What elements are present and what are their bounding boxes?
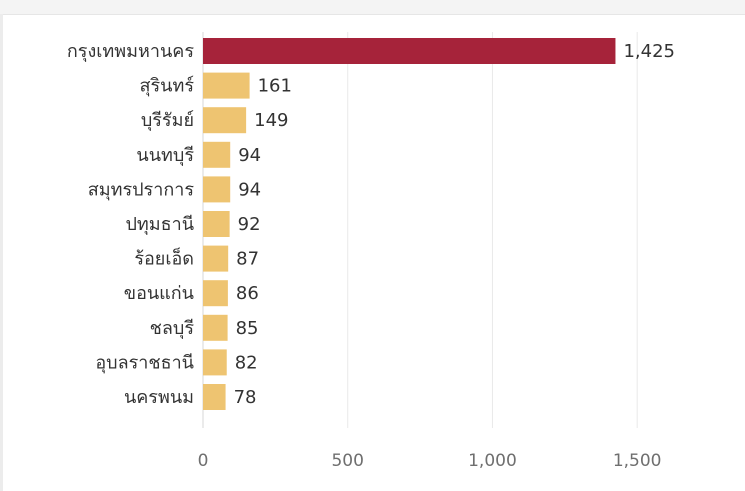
bar-9 [203,349,227,376]
category-label-7: ขอนแก่น [124,283,194,304]
bar-6 [203,245,229,272]
value-label-1: 161 [258,76,292,97]
bar-2 [203,107,247,134]
category-label-4: สมุทรปราการ [88,179,195,200]
value-label-4: 94 [238,179,261,200]
category-label-8: ชลบุรี [150,318,195,339]
category-label-2: บุรีรัมย์ [141,110,194,131]
category-label-3: นนทบุรี [136,145,194,166]
category-label-10: นครพนม [124,387,194,408]
bar-7 [203,280,228,307]
bar-0 [203,38,616,64]
bar-4 [203,176,231,203]
bar-3 [203,141,231,168]
category-label-1: สุรินทร์ [140,76,195,97]
x-tick-label-0: 0 [198,451,209,471]
value-label-0: 1,425 [623,41,675,62]
left-edge [0,14,3,491]
value-label-2: 149 [254,110,288,131]
value-label-9: 82 [235,352,258,373]
x-tick-label-1: 500 [331,451,363,471]
bar-1 [203,72,250,99]
bar-5 [203,211,230,237]
value-label-10: 78 [234,387,257,408]
top-strip [0,0,745,15]
category-label-0: กรุงเทพมหานคร [67,41,194,62]
bar-10 [203,384,226,410]
category-label-6: ร้อยเอ็ด [134,247,194,270]
category-label-9: อุบลราชธานี [95,352,194,373]
category-label-5: ปทุมธานี [125,214,194,235]
value-label-6: 87 [236,249,259,270]
x-tick-label-2: 1,000 [468,451,517,471]
value-label-3: 94 [238,145,261,166]
value-label-7: 86 [236,283,259,304]
bar-8 [203,314,228,341]
x-tick-label-3: 1,500 [613,451,662,471]
value-label-8: 85 [236,318,259,339]
value-label-5: 92 [238,214,261,235]
